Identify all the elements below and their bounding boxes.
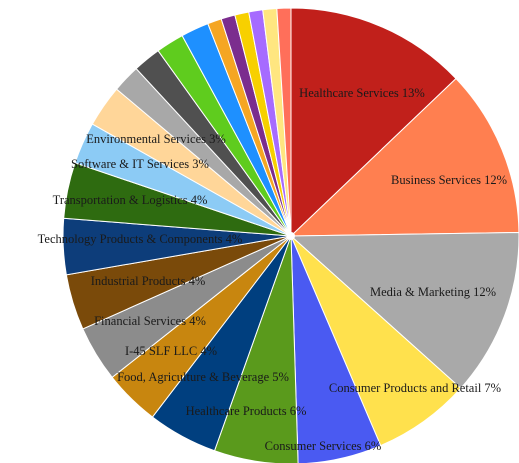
slice-label: Technology Products & Components 4%	[38, 232, 243, 246]
slice-label: Environmental Services 3%	[86, 132, 226, 146]
slice-label: Transportation & Logistics 4%	[53, 193, 208, 207]
slice-label: Healthcare Products 6%	[186, 404, 307, 418]
slice-label: Consumer Products and Retail 7%	[329, 381, 501, 395]
pie-slice	[290, 7, 457, 238]
slice-label: Software & IT Services 3%	[71, 157, 209, 171]
slice-label: Healthcare Services 13%	[299, 86, 425, 100]
slice-label: Consumer Services 6%	[265, 439, 382, 453]
pie-slice	[289, 77, 519, 237]
slice-label: Business Services 12%	[391, 173, 507, 187]
slice-label: Financial Services 4%	[94, 314, 206, 328]
slice-label: I-45 SLF LLC 4%	[125, 344, 217, 358]
labels-layer: Healthcare Services 13% Business Services…	[38, 86, 507, 453]
slice-label: Media & Marketing 12%	[370, 285, 496, 299]
slice-label: Industrial Products 4%	[91, 274, 206, 288]
pie-slice	[290, 235, 382, 463]
pie-slice	[276, 7, 292, 237]
slices-layer	[62, 7, 519, 463]
slice-label: Food, Agriculture & Beverage 5%	[117, 370, 289, 384]
center-dot	[287, 232, 295, 240]
